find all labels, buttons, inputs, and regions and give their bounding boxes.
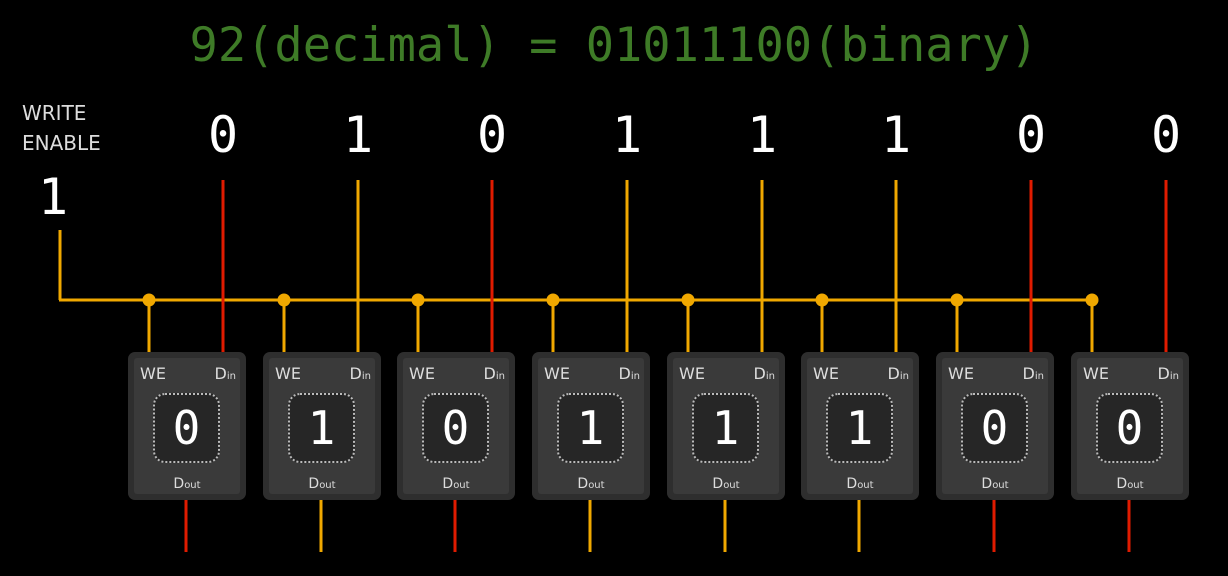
memory-cell: WE Din 1 Dout (801, 352, 919, 500)
memory-cell: WE Din 0 Dout (128, 352, 246, 500)
dout-label: Dout (1071, 476, 1189, 492)
write-enable-value: 1 (38, 168, 69, 226)
memory-cell: WE Din 0 Dout (936, 352, 1054, 500)
we-label: WE (1083, 364, 1109, 383)
dout-label: Dout (263, 476, 381, 492)
input-bit: 1 (342, 106, 374, 164)
write-enable-label-line1: WRITE (22, 101, 87, 125)
din-subscript: in (899, 371, 909, 382)
din-label: Din (1023, 364, 1044, 383)
din-label: Din (350, 364, 371, 383)
dout-text: D (846, 476, 858, 492)
dout-label: Dout (397, 476, 515, 492)
din-text: D (214, 364, 227, 383)
junction-dot (815, 293, 829, 307)
we-label: WE (140, 364, 166, 383)
write-enable-label: WRITE ENABLE (22, 98, 101, 158)
input-bit: 0 (476, 106, 508, 164)
cell-value: 0 (153, 393, 220, 463)
memory-cell: WE Din 0 Dout (397, 352, 515, 500)
dout-subscript: out (1127, 480, 1144, 491)
din-subscript: in (630, 371, 640, 382)
input-bit: 1 (746, 106, 778, 164)
dout-label: Dout (128, 476, 246, 492)
din-subscript: in (361, 371, 371, 382)
dout-subscript: out (588, 480, 605, 491)
we-label: WE (948, 364, 974, 383)
din-subscript: in (495, 371, 505, 382)
we-label: WE (544, 364, 570, 383)
cell-value: 1 (692, 393, 759, 463)
dout-label: Dout (936, 476, 1054, 492)
input-bit: 1 (880, 106, 912, 164)
dout-subscript: out (319, 480, 336, 491)
din-text: D (483, 364, 496, 383)
dout-text: D (577, 476, 589, 492)
dout-subscript: out (184, 480, 201, 491)
junction-dot (950, 293, 964, 307)
dout-label: Dout (801, 476, 919, 492)
dout-subscript: out (453, 480, 470, 491)
dout-text: D (173, 476, 185, 492)
din-subscript: in (1034, 371, 1044, 382)
we-label: WE (679, 364, 705, 383)
junction-dot (546, 293, 560, 307)
din-label: Din (1158, 364, 1179, 383)
dout-text: D (442, 476, 454, 492)
input-bit: 0 (1015, 106, 1047, 164)
cell-value: 1 (557, 393, 624, 463)
dout-text: D (308, 476, 320, 492)
dout-subscript: out (857, 480, 874, 491)
din-text: D (618, 364, 631, 383)
input-bit: 0 (1150, 106, 1182, 164)
din-subscript: in (1169, 371, 1179, 382)
dout-text: D (712, 476, 724, 492)
input-bit: 0 (207, 106, 239, 164)
dout-label: Dout (532, 476, 650, 492)
dout-text: D (981, 476, 993, 492)
dout-subscript: out (723, 480, 740, 491)
memory-cell: WE Din 1 Dout (263, 352, 381, 500)
din-label: Din (619, 364, 640, 383)
din-text: D (349, 364, 362, 383)
we-label: WE (813, 364, 839, 383)
input-bit: 1 (611, 106, 643, 164)
dout-label: Dout (667, 476, 785, 492)
din-label: Din (484, 364, 505, 383)
dout-subscript: out (992, 480, 1009, 491)
din-text: D (887, 364, 900, 383)
din-label: Din (754, 364, 775, 383)
junction-dot (681, 293, 695, 307)
write-enable-label-line2: ENABLE (22, 131, 101, 155)
cell-value: 0 (422, 393, 489, 463)
din-text: D (753, 364, 766, 383)
junction-dot (1085, 293, 1099, 307)
junction-dot (142, 293, 156, 307)
din-text: D (1022, 364, 1035, 383)
title: 92(decimal) = 01011100(binary) (189, 18, 1039, 73)
we-label: WE (275, 364, 301, 383)
din-label: Din (888, 364, 909, 383)
junction-dot (277, 293, 291, 307)
din-subscript: in (765, 371, 775, 382)
din-text: D (1157, 364, 1170, 383)
junction-dot (411, 293, 425, 307)
cell-value: 1 (826, 393, 893, 463)
cell-value: 0 (961, 393, 1028, 463)
dout-text: D (1116, 476, 1128, 492)
cell-value: 1 (288, 393, 355, 463)
we-label: WE (409, 364, 435, 383)
din-label: Din (215, 364, 236, 383)
din-subscript: in (226, 371, 236, 382)
memory-cell: WE Din 1 Dout (667, 352, 785, 500)
cell-value: 0 (1096, 393, 1163, 463)
memory-cell: WE Din 1 Dout (532, 352, 650, 500)
memory-cell: WE Din 0 Dout (1071, 352, 1189, 500)
